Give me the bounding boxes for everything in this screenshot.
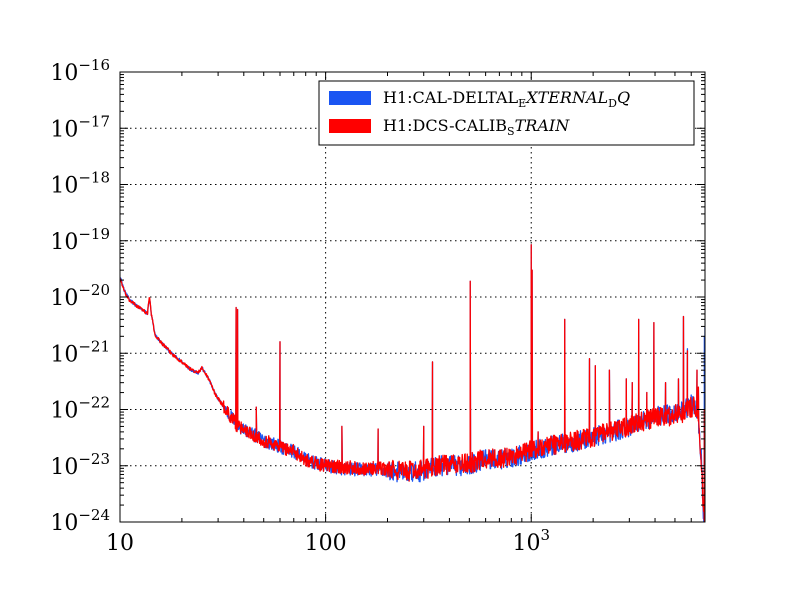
y-tick-label: 10−16 — [50, 56, 110, 86]
series-lines — [120, 244, 705, 522]
y-tick-label: 10−24 — [50, 506, 110, 536]
series-line-dcs-calib — [120, 244, 705, 522]
axis-ticks — [119, 71, 706, 523]
y-tick-label: 10−22 — [50, 394, 110, 424]
legend: H1:CAL-DELTALEXTERNALDQ H1:DCS-CALIBSTRAI… — [318, 80, 695, 146]
legend-box — [318, 80, 695, 146]
y-tick-label: 10−18 — [50, 169, 110, 199]
x-tick-label: 100 — [305, 531, 347, 556]
x-tick-label: 10 — [106, 531, 134, 556]
y-tick-label: 10−21 — [50, 337, 110, 367]
legend-label: H1:CAL-DELTALEXTERNALDQ — [383, 88, 630, 110]
legend-label: H1:DCS-CALIBSTRAIN — [383, 116, 570, 138]
y-tick-label: 10−23 — [50, 450, 110, 480]
axis-tick-labels: 10−24 10−23 10−22 10−21 10−20 10−19 10−18 10−17… — [50, 56, 550, 556]
y-tick-label: 10−20 — [50, 281, 110, 311]
legend-swatch — [329, 91, 371, 105]
y-tick-label: 10−19 — [50, 225, 110, 255]
y-tick-label: 10−17 — [50, 112, 110, 142]
legend-swatch — [329, 119, 371, 133]
x-tick-label: 103 — [512, 526, 550, 556]
